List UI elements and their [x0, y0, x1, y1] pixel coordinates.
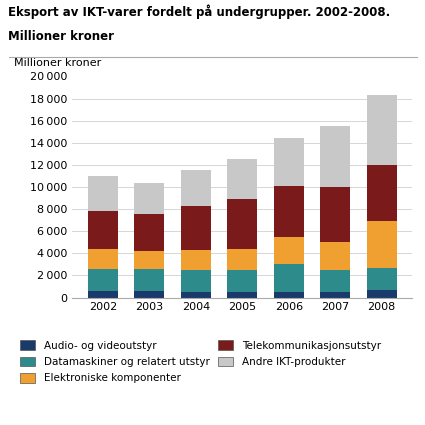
- Text: Eksport av IKT-varer fordelt på undergrupper. 2002-2008.: Eksport av IKT-varer fordelt på undergru…: [8, 4, 391, 19]
- Bar: [88, 291, 118, 298]
- Bar: [88, 269, 118, 291]
- Bar: [274, 264, 304, 292]
- Bar: [274, 292, 304, 298]
- Bar: [274, 237, 304, 264]
- Bar: [134, 183, 164, 213]
- Bar: [367, 221, 397, 268]
- Bar: [367, 95, 397, 165]
- Bar: [88, 211, 118, 249]
- Bar: [320, 292, 350, 298]
- Bar: [181, 206, 211, 250]
- Bar: [320, 126, 350, 187]
- Bar: [367, 165, 397, 221]
- Bar: [227, 199, 258, 249]
- Bar: [181, 170, 211, 206]
- Bar: [181, 250, 211, 270]
- Bar: [320, 270, 350, 292]
- Bar: [181, 270, 211, 292]
- Bar: [227, 249, 258, 270]
- Bar: [134, 269, 164, 291]
- Bar: [134, 251, 164, 269]
- Legend: Audio- og videoutstyr, Datamaskiner og relatert utstyr, Elektroniske komponenter: Audio- og videoutstyr, Datamaskiner og r…: [20, 340, 381, 383]
- Bar: [227, 270, 258, 292]
- Bar: [274, 139, 304, 186]
- Bar: [367, 290, 397, 298]
- Bar: [320, 242, 350, 270]
- Bar: [320, 187, 350, 242]
- Bar: [88, 176, 118, 211]
- Bar: [181, 292, 211, 298]
- Bar: [134, 213, 164, 251]
- Text: Millioner kroner: Millioner kroner: [14, 58, 102, 68]
- Bar: [274, 186, 304, 237]
- Bar: [134, 291, 164, 298]
- Bar: [367, 268, 397, 290]
- Bar: [88, 249, 118, 269]
- Text: Millioner kroner: Millioner kroner: [8, 30, 114, 43]
- Bar: [227, 292, 258, 298]
- Bar: [227, 159, 258, 199]
